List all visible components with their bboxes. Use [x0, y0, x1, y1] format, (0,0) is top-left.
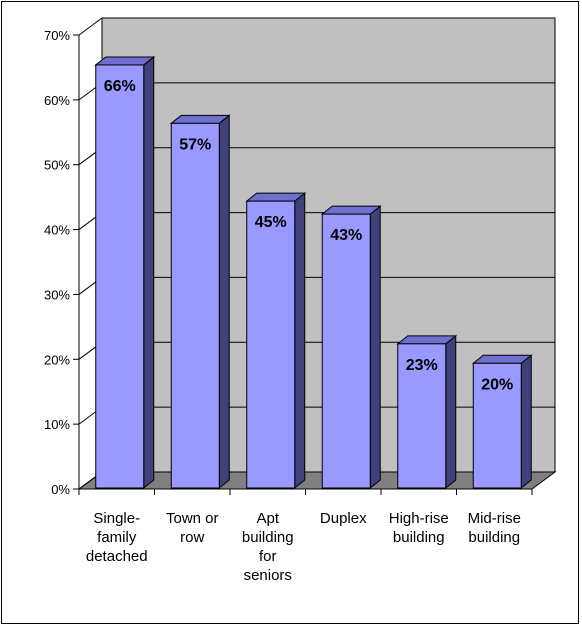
y-tick-label: 0%: [51, 482, 70, 497]
bar-group: [169, 114, 231, 490]
bar-side: [294, 192, 306, 490]
data-label: 66%: [104, 78, 136, 95]
bar-group: [245, 192, 307, 490]
data-label: 20%: [481, 376, 513, 393]
data-label: 45%: [255, 214, 287, 231]
bar-top: [245, 192, 307, 202]
y-tick-depth-line: [78, 17, 103, 36]
category-label: detached: [86, 548, 148, 565]
category-label: building: [393, 529, 445, 546]
bar-side: [369, 205, 381, 490]
bars: [94, 55, 533, 490]
bar: [246, 200, 296, 489]
y-tick-label: 60%: [44, 93, 70, 108]
data-label: 57%: [179, 136, 211, 153]
category-label: building: [468, 529, 520, 546]
labels: 0% 10% 20% 30% 40% 50% 60% 70% 66% Single-family d…: [44, 28, 521, 584]
bar-group: [396, 334, 458, 490]
y-tick-label: 30%: [44, 287, 70, 302]
category-label: High-rise: [389, 510, 449, 527]
bar-side: [445, 334, 457, 490]
category-label: row: [180, 529, 204, 546]
y-tick-label: 10%: [44, 417, 70, 432]
category-label: Single-: [93, 510, 140, 527]
bar: [321, 213, 371, 489]
bar-group: [320, 205, 382, 490]
bar-top: [471, 354, 533, 364]
bar-top: [320, 205, 382, 215]
bar: [95, 64, 145, 489]
category-label: family: [97, 529, 137, 546]
data-label: 43%: [330, 227, 362, 244]
bar-side: [520, 354, 532, 490]
y-tick-label: 50%: [44, 158, 70, 173]
y-tick-label: 20%: [44, 352, 70, 367]
category-label: Apt: [256, 510, 279, 527]
y-tick-label: 40%: [44, 223, 70, 238]
bar: [472, 362, 522, 489]
bar: [170, 122, 220, 489]
bar-group: [471, 354, 533, 490]
bar-top: [396, 335, 458, 345]
category-label: for: [259, 548, 277, 565]
bar-top: [94, 56, 156, 66]
category-label: Mid-rise: [468, 510, 521, 527]
category-label: building: [242, 529, 294, 546]
data-label: 23%: [406, 357, 438, 374]
y-tick-label: 70%: [44, 28, 70, 43]
category-label: Town or: [166, 510, 219, 527]
bar-side: [143, 55, 155, 490]
category-label: Duplex: [320, 510, 367, 527]
bar-group: [94, 55, 156, 490]
bar: [397, 343, 447, 489]
bar-side: [218, 114, 230, 490]
bar-top: [169, 114, 231, 124]
category-label: seniors: [244, 567, 292, 584]
